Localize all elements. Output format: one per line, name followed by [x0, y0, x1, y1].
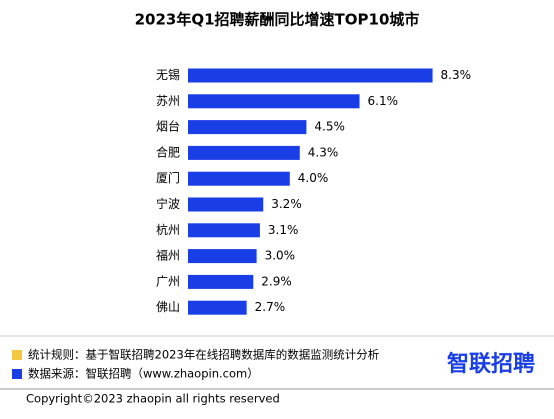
- bar: [188, 68, 433, 83]
- legend-swatch: [12, 350, 22, 360]
- bar: [188, 274, 254, 289]
- y-tick-label: 苏州: [156, 94, 180, 108]
- y-tick-label: 合肥: [156, 144, 180, 159]
- y-tick-label: 无锡: [156, 67, 180, 82]
- value-label: 4.5%: [314, 120, 345, 134]
- y-tick-label: 福州: [156, 248, 180, 263]
- value-label: 4.3%: [308, 145, 339, 159]
- y-tick-label: 烟台: [156, 119, 180, 134]
- bar: [188, 223, 260, 238]
- value-label: 4.0%: [298, 171, 329, 185]
- chart-title: 2023年Q1招聘薪酬同比增速TOP10城市: [135, 11, 420, 29]
- legend-swatch: [12, 369, 22, 379]
- value-label: 2.7%: [255, 300, 286, 314]
- y-tick-label: 佛山: [156, 300, 180, 314]
- value-label: 3.0%: [265, 249, 296, 263]
- note: 数据来源：智联招聘（www.zhaopin.com）: [28, 367, 259, 381]
- y-tick-label: 宁波: [156, 196, 180, 211]
- value-label: 3.2%: [271, 197, 302, 211]
- bar: [188, 300, 247, 315]
- value-label: 8.3%: [441, 68, 472, 82]
- logo: 智联招聘: [447, 351, 535, 377]
- copyright: Copyright©2023 zhaopin all rights reserv…: [26, 392, 280, 406]
- value-label: 3.1%: [268, 223, 299, 237]
- bar: [188, 145, 300, 160]
- bar: [188, 120, 307, 135]
- note: 统计规则：基于智联招聘2023年在线招聘数据库的数据监测统计分析: [28, 348, 379, 362]
- bar: [188, 94, 360, 109]
- value-label: 6.1%: [368, 94, 399, 108]
- y-tick-label: 广州: [156, 274, 180, 288]
- y-tick-label: 厦门: [156, 170, 180, 185]
- value-label: 2.9%: [261, 274, 292, 288]
- y-tick-label: 杭州: [156, 222, 180, 237]
- bar: [188, 197, 264, 212]
- bar: [188, 249, 257, 264]
- bar: [188, 171, 290, 186]
